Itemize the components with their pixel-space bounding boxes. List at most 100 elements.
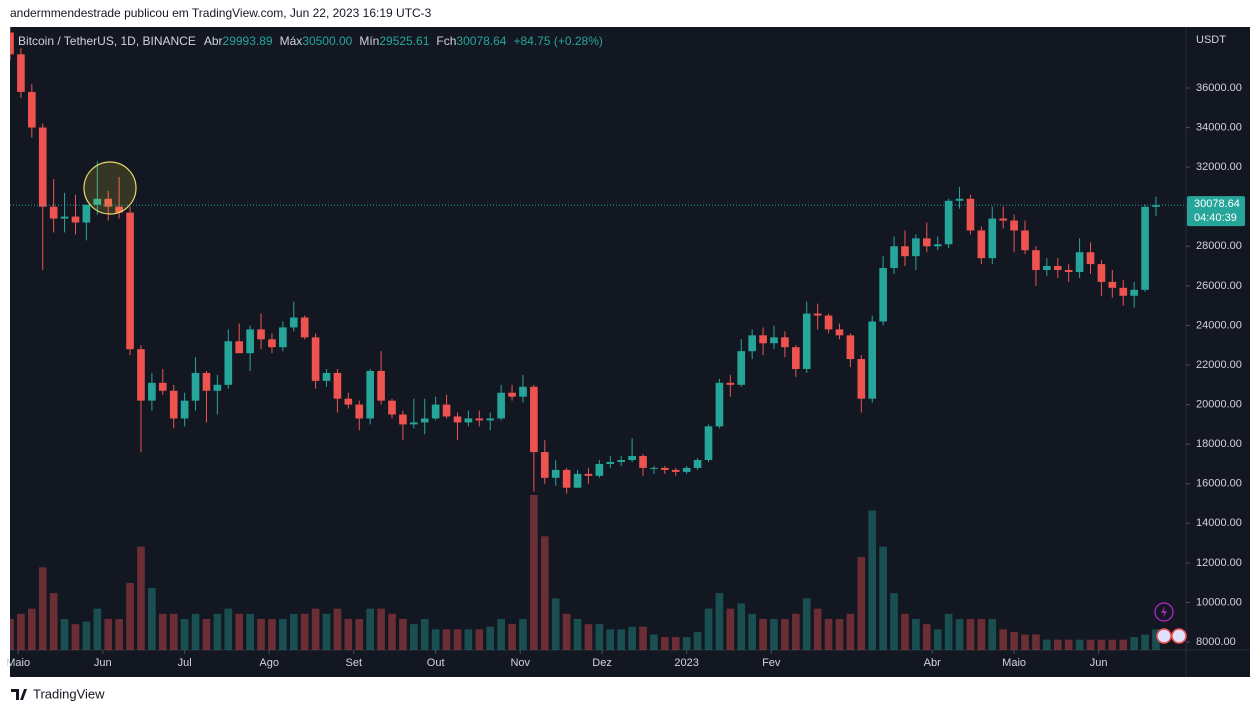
candle-body: [344, 398, 353, 405]
candle-body: [60, 216, 69, 219]
volume-bar: [846, 613, 855, 650]
volume-bar: [628, 626, 636, 650]
volume-bar: [661, 637, 669, 650]
volume-bar: [737, 603, 746, 650]
volume-bar: [10, 619, 14, 650]
volume-bar: [977, 619, 986, 650]
volume-bar: [410, 624, 418, 650]
candle-body: [540, 452, 549, 478]
volume-bar: [49, 593, 58, 650]
volume-bar: [1021, 634, 1029, 650]
lightning-glyph: [1161, 606, 1167, 618]
volume-bar: [595, 624, 604, 650]
volume-bar: [693, 631, 702, 650]
candle-body: [1043, 266, 1051, 271]
volume-bar: [519, 619, 527, 650]
volume-bar: [955, 619, 964, 650]
candle-body: [977, 230, 986, 259]
candle-body: [235, 341, 244, 354]
volume-bar: [791, 613, 800, 650]
candle-body: [966, 198, 975, 231]
candle-body: [639, 456, 647, 468]
volume-bar: [93, 608, 102, 650]
volume-bar: [1075, 639, 1084, 650]
candle-body: [410, 422, 418, 425]
x-tick-label: Maio: [1002, 657, 1026, 669]
y-tick-label: 26000.00: [1196, 280, 1242, 292]
volume-bar: [868, 510, 877, 650]
candle-body: [180, 400, 189, 419]
candle-body: [781, 337, 789, 348]
x-tick-label: Nov: [510, 657, 530, 669]
candle-body: [868, 321, 877, 399]
volume-bar: [1064, 639, 1073, 650]
volume-bar: [497, 619, 505, 650]
volume-bar: [726, 608, 735, 650]
x-tick-label: Abr: [924, 657, 941, 669]
candle-body: [912, 238, 920, 257]
candle-body: [879, 268, 887, 322]
candle-body: [289, 317, 298, 328]
candle-body: [650, 467, 658, 469]
candle-body: [682, 467, 691, 472]
header: andermmendestrade publicou em TradingVie…: [10, 6, 432, 20]
volume-bar: [399, 619, 407, 650]
candle-body: [126, 212, 134, 350]
candle-body: [453, 416, 462, 423]
volume-bar: [333, 608, 342, 650]
candle-body: [464, 418, 473, 423]
volume-bar: [1043, 639, 1051, 650]
volume-bar: [639, 626, 647, 650]
candle-body: [1152, 205, 1160, 207]
candle-body: [661, 467, 669, 470]
volume-bar: [824, 619, 833, 650]
volume-layer: [10, 495, 1160, 650]
volume-bar: [835, 619, 844, 650]
volume-bar: [617, 629, 626, 650]
volume-bar: [1032, 634, 1040, 650]
volume-bar: [671, 637, 680, 650]
candle-body: [671, 469, 680, 472]
volume-bar: [1010, 631, 1018, 650]
candle-body: [442, 404, 451, 417]
candle-body: [628, 456, 636, 461]
last-price-label: 30078.64: [1194, 198, 1240, 210]
volume-bar: [344, 619, 353, 650]
volume-bar: [988, 619, 997, 650]
candle-body: [1021, 230, 1029, 251]
volume-bar: [224, 608, 233, 650]
candle-body: [1097, 264, 1106, 282]
volume-bar: [912, 619, 920, 650]
candle-body: [431, 404, 440, 419]
candle-body: [420, 418, 429, 423]
candle-body: [508, 392, 516, 397]
volume-bar: [355, 619, 364, 650]
currency-label: USDT: [1196, 34, 1226, 46]
y-tick-label: 18000.00: [1196, 438, 1242, 450]
candle-body: [71, 216, 80, 223]
indicator-icons: [1154, 602, 1187, 644]
candle-body: [1032, 250, 1040, 271]
volume-bar: [28, 608, 36, 650]
volume-bar: [475, 629, 484, 650]
chart-background: [10, 27, 1250, 677]
volume-bar: [202, 619, 211, 650]
volume-bar: [420, 619, 429, 650]
event-icon: [1171, 628, 1187, 644]
logo-glyph: [11, 689, 27, 700]
volume-bar: [584, 624, 593, 650]
volume-bar: [551, 598, 560, 650]
candle-body: [49, 206, 58, 219]
volume-bar: [781, 619, 789, 650]
volume-bar: [158, 613, 167, 650]
x-tick-label: Set: [346, 657, 363, 669]
candle-body: [813, 313, 822, 316]
volume-bar: [180, 619, 189, 650]
y-tick-label: 8000.00: [1196, 636, 1236, 648]
legend-open-label: Abr: [204, 34, 223, 48]
volume-bar: [115, 619, 123, 650]
candle-body: [802, 313, 811, 369]
volume-bar: [289, 613, 298, 650]
y-tick-label: 16000.00: [1196, 478, 1242, 490]
